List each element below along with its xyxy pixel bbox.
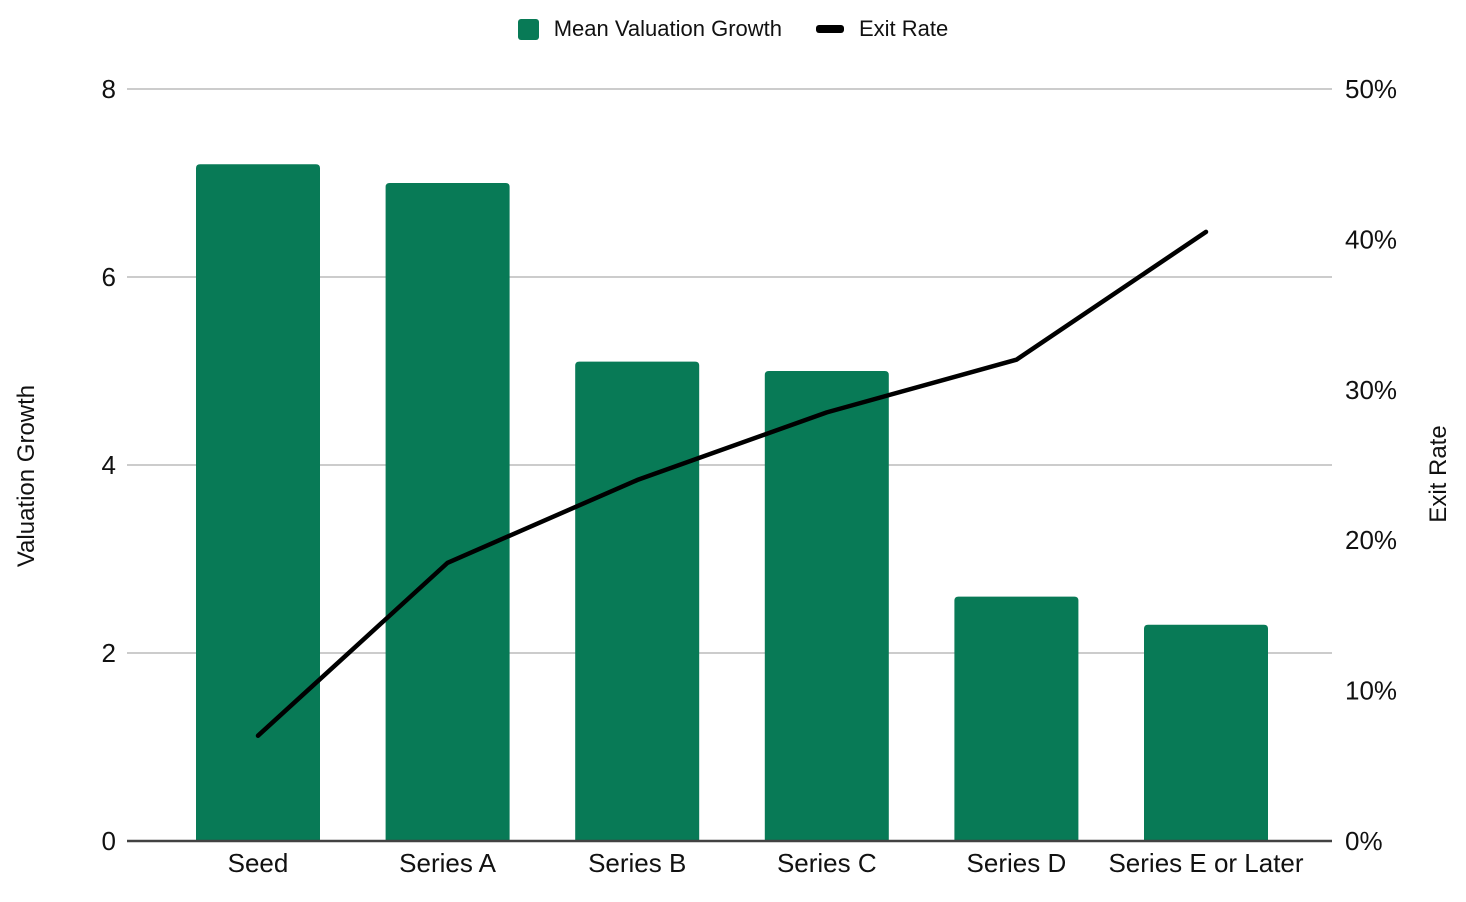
legend-square-icon xyxy=(517,18,539,40)
bar-series-c[interactable] xyxy=(764,371,889,841)
legend-label: Exit Rate xyxy=(859,16,949,41)
y-left-tick-label: 4 xyxy=(102,450,116,480)
x-tick-label-seed: Seed xyxy=(228,848,289,878)
bar-series-e-or-later[interactable] xyxy=(1144,624,1268,841)
y-right-tick-label: 0% xyxy=(1345,826,1383,856)
y-right-tick-label: 40% xyxy=(1345,224,1397,254)
bar-seed[interactable] xyxy=(196,164,320,841)
x-tick-label-series-e-or-later: Series E or Later xyxy=(1108,848,1303,878)
bar-series-b[interactable] xyxy=(575,361,700,841)
bar-series-a[interactable] xyxy=(385,183,510,841)
legend-item-exit-rate[interactable]: Exit Rate xyxy=(816,18,948,40)
y-left-tick-label: 2 xyxy=(102,638,116,668)
y-right-tick-label: 20% xyxy=(1345,525,1397,555)
chart-legend: Mean Valuation Growth Exit Rate xyxy=(0,18,1466,40)
y-left-tick-label: 0 xyxy=(102,826,116,856)
bar-series-d[interactable] xyxy=(954,596,1079,841)
x-tick-label-series-c: Series C xyxy=(777,848,877,878)
x-tick-label-series-d: Series D xyxy=(967,848,1067,878)
y-left-tick-label: 6 xyxy=(102,262,116,292)
exit-rate-line[interactable] xyxy=(255,229,1209,738)
right-axis-title: Exit Rate xyxy=(1425,425,1452,523)
y-left-tick-label: 8 xyxy=(102,74,116,104)
y-right-tick-label: 50% xyxy=(1345,74,1397,104)
legend-item-mean-valuation-growth[interactable]: Mean Valuation Growth xyxy=(517,16,782,41)
x-tick-label-series-b: Series B xyxy=(588,848,686,878)
left-axis-title: Valuation Growth xyxy=(13,384,40,568)
x-tick-label-series-a: Series A xyxy=(399,848,496,878)
y-right-tick-label: 30% xyxy=(1345,375,1397,405)
y-right-tick-label: 10% xyxy=(1345,676,1397,706)
legend-dash-icon xyxy=(816,25,844,33)
legend-label: Mean Valuation Growth xyxy=(553,16,782,41)
